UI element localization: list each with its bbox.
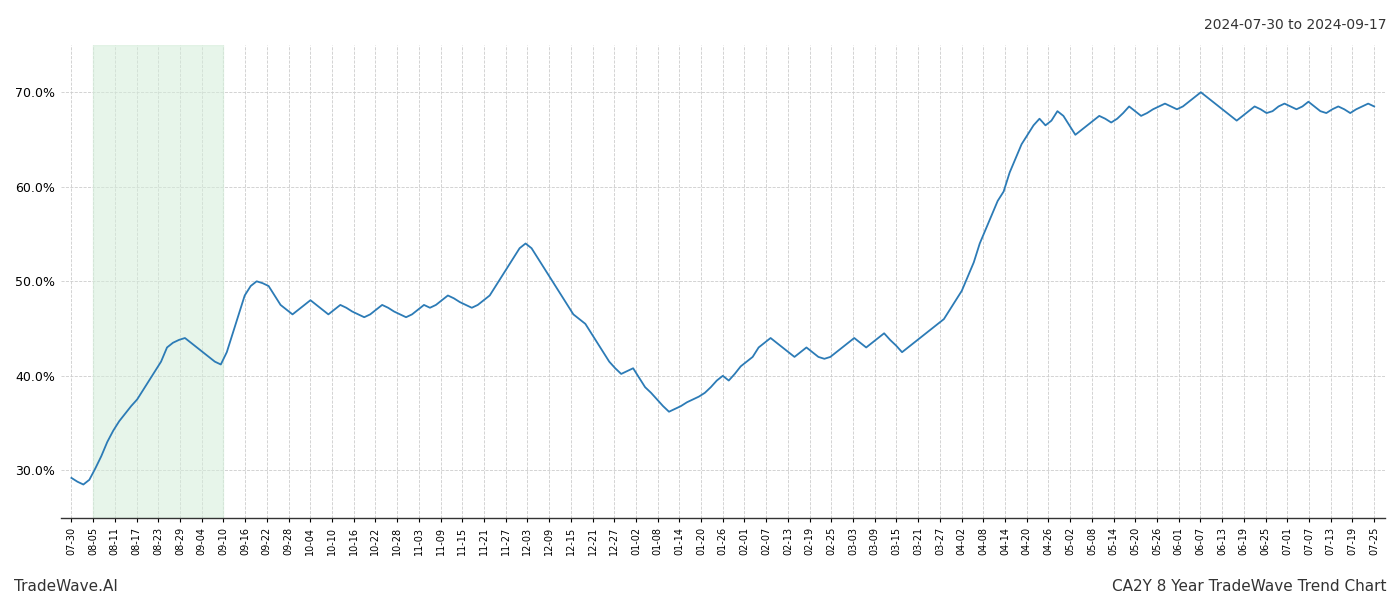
Text: TradeWave.AI: TradeWave.AI [14,579,118,594]
Text: CA2Y 8 Year TradeWave Trend Chart: CA2Y 8 Year TradeWave Trend Chart [1112,579,1386,594]
Bar [94,45,224,518]
Text: 2024-07-30 to 2024-09-17: 2024-07-30 to 2024-09-17 [1204,18,1386,32]
